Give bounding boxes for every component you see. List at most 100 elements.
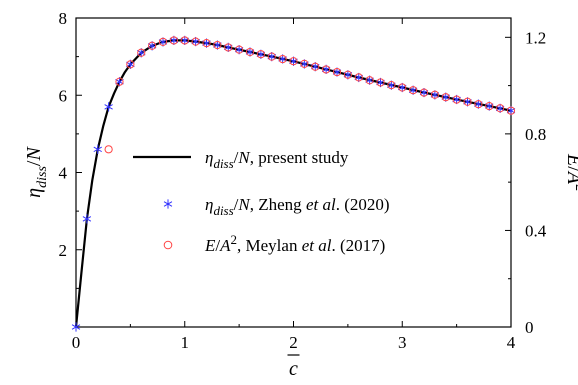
circle-point [267,52,276,61]
asterisk-point [267,52,276,62]
circle-point [169,36,178,45]
circle-point [441,93,450,102]
circle-point [506,106,516,115]
asterisk-stroke [180,37,189,44]
asterisk-stroke [93,146,102,153]
legend-circle-swatch [163,240,173,250]
circle-point [332,67,342,77]
y-left-tick-label: 6 [59,86,68,105]
y-left-tick-label: 4 [59,164,68,183]
asterisk-stroke [115,78,124,85]
circle-point [409,86,418,95]
asterisk-point [202,38,211,48]
asterisk-stroke [158,39,168,45]
asterisk-point [213,40,222,50]
circle-point [322,65,331,74]
asterisk-stroke [354,74,363,81]
asterisk-point [137,48,146,58]
circle-point [148,41,157,50]
asterisk-stroke [126,61,135,68]
legend-item: E/A2, Meylan et al. (2017) [163,232,385,255]
asterisk-stroke [452,96,461,103]
circle-point [311,62,320,71]
x-tick-label: 3 [398,333,407,352]
asterisk-stroke [495,105,505,112]
asterisk-stroke [278,56,287,62]
y-axis-left-label: ηdiss/N [23,146,50,198]
asterisk-point [332,67,342,77]
y-right-tick-label: 0 [525,318,534,337]
circle-point [463,97,472,106]
asterisk-stroke [82,216,92,222]
asterisk-stroke [245,49,255,55]
circle-point [485,102,494,111]
circle-point [104,145,113,154]
asterisk-stroke [474,101,483,107]
circle-point [376,78,385,87]
asterisk-stroke [71,324,81,330]
legend-asterisk-swatch [163,199,173,209]
circle-point [202,39,211,48]
asterisk-stroke [202,40,211,46]
asterisk-stroke [137,50,146,56]
asterisk-point [126,59,135,69]
series-layer [71,35,516,332]
y-right-tick-label: 0.4 [525,221,547,240]
asterisk-stroke [441,94,450,100]
circle-point [278,54,287,64]
circle-point [115,77,124,86]
asterisk-stroke [163,201,173,207]
x-tick-label: 0 [72,333,81,352]
asterisk-stroke [485,103,494,109]
circle-point [452,95,461,104]
asterisk-stroke [213,42,222,48]
asterisk-stroke [191,38,200,45]
circle-point [419,88,429,97]
circle-point [430,90,439,99]
asterisk-stroke [224,44,233,51]
asterisk-stroke [267,53,276,60]
asterisk-point-origin [71,322,81,332]
asterisk-stroke [300,61,309,67]
circle-point [213,40,222,50]
legend-item: ηdiss/N, present study [133,148,349,171]
asterisk-stroke [430,92,440,98]
circle-point [256,50,265,59]
circle-point [387,81,396,90]
asterisk-stroke [387,82,396,88]
y-left-tick-label: 2 [59,241,68,260]
asterisk-stroke [311,63,320,70]
circle-point [235,45,244,54]
circle-point [474,100,483,109]
legend: ηdiss/N, present study ηdiss/N, Zheng et … [133,148,390,255]
asterisk-stroke [398,84,407,91]
circle-point [224,43,233,52]
circle-point [245,47,255,57]
asterisk-point [398,82,407,93]
circle-point [343,70,352,79]
asterisk-point [93,144,102,154]
circle-point [180,36,189,45]
circle-point [354,73,363,82]
circle-point [137,48,146,57]
asterisk-point [104,102,113,112]
circle-point [300,59,309,68]
legend-item: ηdiss/N, Zheng et al. (2020) [163,195,390,218]
asterisk-stroke [104,104,113,110]
asterisk-point [115,77,124,87]
series-line-present-study [74,39,512,328]
y-axis-right-label: E/A2 [563,153,578,191]
legend-label: ηdiss/N, present study [205,148,349,171]
circle-point [289,57,298,66]
x-tick-label: 2 [289,333,298,352]
circle-point [158,37,168,46]
asterisk-stroke [332,69,342,75]
y-right-tick-label: 0.8 [525,125,546,144]
asterisk-stroke [408,87,418,93]
circle-point [398,83,407,92]
asterisk-stroke [419,89,429,96]
asterisk-stroke [463,99,472,105]
circle-point [365,76,374,85]
asterisk-point [441,92,450,102]
